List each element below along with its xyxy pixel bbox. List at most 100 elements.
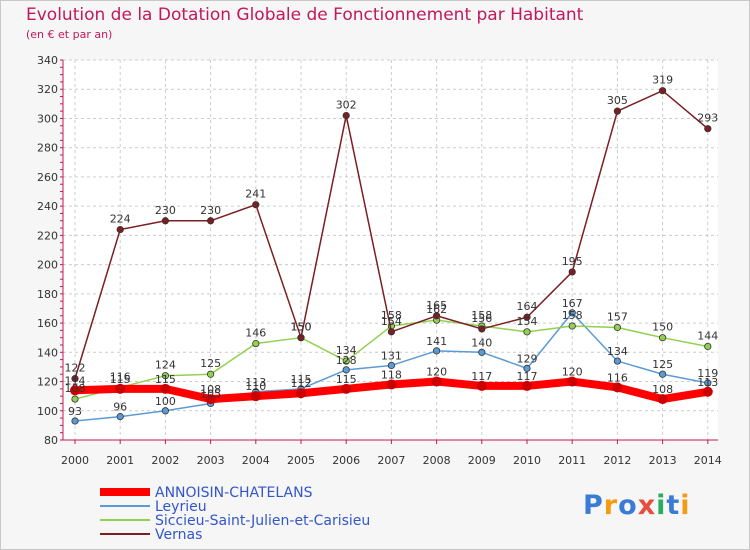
- logo-letter: r: [603, 490, 619, 521]
- data-point-3: [297, 334, 305, 342]
- x-tick-label: 2010: [513, 454, 541, 467]
- data-point-1: [432, 347, 441, 355]
- x-tick-label: 2004: [242, 454, 270, 467]
- data-point-3: [116, 225, 124, 234]
- legend-label-1: Leyrieu: [155, 499, 207, 515]
- data-label-3: 305: [607, 94, 628, 107]
- data-point-0: [431, 376, 442, 387]
- data-point-3: [523, 313, 531, 321]
- x-tick-label: 2005: [287, 454, 315, 467]
- data-label-3: 150: [291, 321, 312, 334]
- data-label-1: 100: [155, 395, 176, 408]
- y-tick-label: 260: [37, 171, 58, 184]
- y-tick-label: 240: [37, 200, 58, 213]
- data-point-3: [613, 107, 622, 115]
- data-label-3: 293: [697, 112, 718, 125]
- y-tick-label: 180: [37, 288, 58, 301]
- data-label-3: 230: [155, 204, 176, 217]
- data-label-0: 117: [471, 370, 492, 383]
- data-point-1: [478, 348, 486, 356]
- data-label-2: 158: [381, 309, 402, 322]
- y-tick-label: 100: [37, 405, 58, 418]
- data-point-1: [161, 407, 169, 415]
- y-tick-label: 80: [44, 434, 58, 447]
- data-label-3: 154: [381, 315, 402, 328]
- data-point-2: [613, 323, 622, 332]
- data-point-2: [704, 342, 712, 351]
- x-tick-label: 2002: [151, 454, 179, 467]
- data-label-2: 154: [517, 315, 538, 328]
- data-label-0: 117: [517, 370, 538, 383]
- x-tick-label: 2001: [106, 454, 134, 467]
- data-point-1: [116, 413, 124, 421]
- data-point-3: [161, 217, 169, 225]
- chart-subtitle: (en € et par an): [26, 28, 113, 41]
- data-point-1: [71, 417, 79, 425]
- data-point-0: [522, 380, 532, 391]
- data-point-2: [523, 328, 531, 336]
- y-tick-label: 280: [37, 142, 58, 155]
- data-point-0: [115, 383, 126, 394]
- data-label-0: 108: [200, 383, 221, 396]
- y-tick-label: 340: [37, 54, 58, 67]
- data-label-2: 108: [65, 382, 86, 395]
- data-label-1: 119: [697, 367, 718, 380]
- logo-letter: x: [637, 490, 657, 521]
- x-tick-label: 2007: [377, 454, 405, 467]
- legend-label-0: ANNOISIN-CHATELANS: [155, 485, 313, 501]
- data-label-2: 158: [562, 309, 583, 322]
- data-label-3: 224: [110, 213, 131, 226]
- data-point-3: [342, 111, 350, 120]
- x-tick-label: 2006: [332, 454, 360, 467]
- x-tick-label: 2003: [197, 454, 225, 467]
- data-point-2: [342, 357, 350, 365]
- data-label-1: 134: [607, 345, 628, 358]
- y-tick-label: 140: [37, 346, 58, 359]
- data-point-0: [657, 394, 668, 405]
- x-tick-label: 2000: [61, 454, 89, 467]
- data-point-1: [704, 379, 712, 387]
- data-label-2: 150: [652, 321, 673, 334]
- data-label-1: 96: [113, 401, 127, 414]
- data-label-0: 115: [110, 373, 131, 386]
- y-tick-label: 220: [37, 229, 58, 242]
- logo-letter: t: [666, 490, 681, 521]
- chart-title: Evolution de la Dotation Globale de Fonc…: [26, 5, 584, 25]
- data-label-2: 116: [110, 370, 131, 383]
- data-label-0: 112: [291, 377, 312, 390]
- logo-letter: i: [680, 490, 691, 521]
- data-label-0: 120: [426, 366, 447, 379]
- data-label-1: 93: [68, 405, 82, 418]
- data-label-3: 319: [652, 74, 673, 87]
- data-point-3: [71, 375, 79, 383]
- x-tick-label: 2011: [558, 454, 586, 467]
- y-tick-label: 200: [37, 259, 58, 272]
- data-point-3: [432, 312, 441, 320]
- data-label-0: 108: [652, 383, 673, 396]
- data-point-0: [70, 385, 80, 396]
- y-tick-label: 160: [37, 317, 58, 330]
- data-point-0: [205, 394, 216, 405]
- data-point-3: [387, 328, 395, 336]
- data-point-3: [568, 268, 576, 276]
- data-point-3: [252, 201, 260, 209]
- data-point-0: [476, 380, 487, 391]
- data-point-0: [296, 388, 306, 399]
- data-label-3: 164: [517, 300, 538, 313]
- data-point-2: [252, 339, 260, 348]
- data-label-2: 125: [200, 357, 221, 370]
- logo-letter: o: [618, 490, 638, 521]
- data-point-1: [568, 309, 576, 317]
- data-point-3: [207, 217, 215, 225]
- data-label-1: 140: [471, 336, 492, 349]
- data-point-0: [702, 386, 713, 397]
- data-point-2: [161, 372, 169, 380]
- y-tick-label: 120: [37, 376, 58, 389]
- proxiti-logo: Proxiti: [583, 490, 691, 521]
- data-label-2: 162: [426, 303, 447, 316]
- data-point-2: [658, 334, 667, 342]
- data-point-0: [386, 379, 397, 390]
- data-label-1: 115: [291, 373, 312, 386]
- data-label-3: 241: [245, 188, 266, 201]
- y-tick-label: 320: [37, 83, 58, 96]
